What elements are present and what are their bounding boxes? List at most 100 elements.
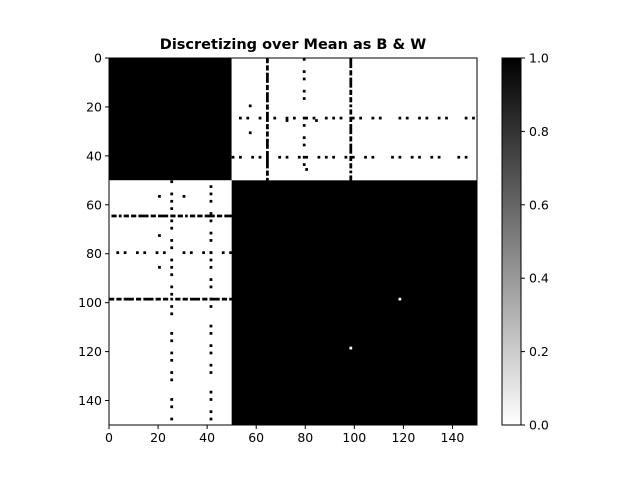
heatmap-cell <box>158 195 161 198</box>
heatmap-cell <box>209 324 213 328</box>
heatmap-cell <box>349 158 353 162</box>
heatmap-cell <box>182 297 186 301</box>
heatmap-cell <box>209 212 213 215</box>
heatmap-cell <box>209 278 213 281</box>
heatmap-cell <box>158 297 161 301</box>
heatmap-cell <box>209 371 213 374</box>
heatmap-cell <box>170 305 174 308</box>
heatmap-cell <box>209 344 213 348</box>
heatmap-cell <box>214 297 218 301</box>
heatmap-cell <box>175 297 178 301</box>
heatmap-cell <box>150 214 154 218</box>
heatmap-cell <box>170 265 174 269</box>
x-tick-label: 100 <box>342 430 366 445</box>
heatmap-block-0 <box>109 58 232 181</box>
heatmap-cell <box>246 116 250 120</box>
heatmap-cell <box>315 119 318 122</box>
heatmap-cell <box>126 297 129 301</box>
heatmap-cell <box>170 214 174 218</box>
heatmap-cell <box>170 378 174 382</box>
heatmap-cell <box>126 214 129 218</box>
heatmap-cell <box>143 214 147 218</box>
heatmap-cell <box>349 58 353 61</box>
heatmap-cell <box>158 265 161 269</box>
heatmap-cell <box>349 70 353 73</box>
heatmap-cell <box>251 155 255 159</box>
heatmap-cell <box>266 80 269 83</box>
heatmap-cell <box>266 60 269 64</box>
heatmap-cell <box>266 75 269 78</box>
heatmap-cell <box>302 70 306 73</box>
heatmap-cell <box>305 155 309 159</box>
heatmap-cell <box>150 297 154 301</box>
heatmap-cell <box>332 155 336 159</box>
heatmap-cell <box>349 136 353 140</box>
heatmap-cell <box>349 97 353 100</box>
heatmap-cell <box>302 163 306 166</box>
heatmap-cell <box>437 155 441 159</box>
heatmap-cell <box>216 214 220 218</box>
heatmap-cell <box>170 405 174 409</box>
heatmap-cell <box>170 297 174 301</box>
heatmap-cell <box>266 65 269 69</box>
heatmap-cell <box>189 251 193 255</box>
heatmap-cell <box>224 214 228 218</box>
heatmap-cell <box>209 265 213 269</box>
heatmap-cell <box>197 214 201 218</box>
heatmap-cell <box>212 297 215 301</box>
heatmap-cell <box>140 214 144 218</box>
heatmap-cell <box>185 214 188 218</box>
heatmap-cell <box>160 214 164 218</box>
heatmap-cell <box>266 150 269 154</box>
heatmap-cell <box>266 133 269 137</box>
heatmap-cell <box>148 297 152 301</box>
x-tick-label: 140 <box>441 430 465 445</box>
heatmap-cell <box>349 84 353 88</box>
heatmap-cell <box>204 297 208 301</box>
heatmap-cell <box>116 297 120 301</box>
heatmap-cell <box>116 251 120 255</box>
heatmap-cell <box>364 155 367 159</box>
heatmap-cell <box>209 231 213 235</box>
heatmap-cell <box>229 251 232 255</box>
heatmap-cell <box>118 297 122 301</box>
heatmap-plot <box>109 58 477 425</box>
heatmap-cell <box>170 292 174 296</box>
heatmap-cell <box>349 92 353 95</box>
heatmap-cell <box>266 77 269 81</box>
heatmap-cell <box>266 138 269 142</box>
x-tick-label: 0 <box>105 430 113 445</box>
heatmap-cell <box>410 155 414 159</box>
heatmap-cell <box>464 155 468 159</box>
chart-title: Discretizing over Mean as B & W <box>160 37 426 53</box>
colorbar-tick-label: 1.0 <box>529 51 549 66</box>
heatmap-cell <box>207 214 210 218</box>
heatmap-cell <box>349 150 353 154</box>
heatmap-cell <box>170 246 174 250</box>
heatmap-cell <box>266 87 269 91</box>
heatmap-cell <box>192 214 196 218</box>
heatmap-cell <box>349 60 353 64</box>
heatmap-cell <box>209 305 213 308</box>
heatmap-cell <box>170 417 174 421</box>
heatmap-cell <box>216 297 220 301</box>
heatmap-frame <box>108 57 478 426</box>
heatmap-cell <box>170 312 174 316</box>
heatmap-cell <box>317 155 321 159</box>
heatmap-cell <box>349 77 353 81</box>
heatmap-cell <box>209 332 213 335</box>
heatmap-cell <box>248 131 252 135</box>
y-tick-label: 100 <box>78 295 102 310</box>
heatmap-cell <box>349 155 353 159</box>
y-tick-label: 120 <box>78 344 102 359</box>
heatmap-cell <box>457 155 461 159</box>
heatmap-cell <box>398 297 402 301</box>
heatmap-cell <box>425 116 429 120</box>
heatmap-cell <box>349 65 353 69</box>
heatmap-cell <box>464 116 468 120</box>
colorbar <box>501 57 522 426</box>
heatmap-cell <box>162 297 166 301</box>
heatmap-cell <box>349 124 353 127</box>
heatmap-cell <box>285 119 289 122</box>
